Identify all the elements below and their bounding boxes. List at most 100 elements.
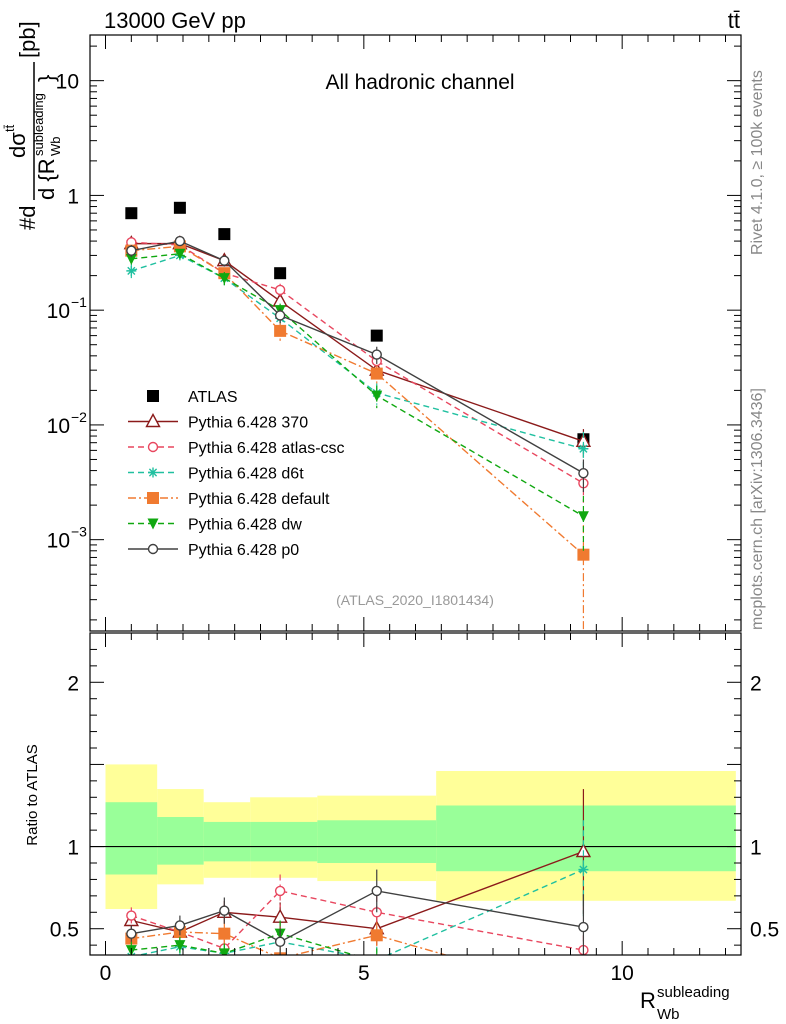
- y-tick-exponent: −2: [71, 409, 87, 425]
- ylabel-den-close: }: [34, 75, 59, 82]
- point-atlas: [125, 207, 138, 220]
- legend-marker: [148, 467, 158, 478]
- y-tick-exponent: −1: [71, 294, 87, 310]
- ratio-point-pythia-6-428-dw: [218, 948, 230, 955]
- ratio-y-tick-label: 2: [67, 672, 79, 695]
- point-pythia-6-428-dw: [174, 248, 186, 260]
- legend-marker: [147, 543, 159, 555]
- ratio-y-tick-label: 0.5: [50, 919, 79, 942]
- uncertainty-band-inner: [105, 802, 158, 875]
- rivet-label: Rivet 4.1.0, ≥ 100k events: [749, 70, 766, 255]
- point-atlas: [173, 201, 186, 214]
- legend-label: Pythia 6.428 370: [188, 415, 308, 432]
- line-pythia-6-428-default: [131, 245, 584, 556]
- legend-marker: [147, 518, 159, 530]
- y-tick-label: 10: [47, 530, 70, 553]
- point-atlas: [218, 228, 231, 241]
- ratio-y-tick-label-right: 1: [750, 837, 762, 860]
- xlabel-sup: subleading: [657, 984, 730, 1001]
- ratio-y-tick-label-right: 0.5: [750, 919, 779, 942]
- line-pythia-6-428-dw: [131, 253, 584, 517]
- legend-label: Pythia 6.428 atlas-csc: [188, 440, 345, 457]
- point-pythia-6-428-p0: [371, 349, 382, 360]
- point-pythia-6-428-atlas-csc: [274, 284, 286, 296]
- ratio-point-pythia-6-428-dw: [578, 971, 589, 982]
- ratio-point-pythia-6-428-d6t: [376, 954, 378, 955]
- ratio-point-pythia-6-428-dw: [371, 957, 382, 968]
- legend-item-pythia-6-428-p0: Pythia 6.428 p0: [128, 542, 299, 559]
- series-pythia-6-428-atlas-csc: [126, 237, 589, 503]
- ylabel-pre: #d: [15, 206, 40, 230]
- point-pythia-6-428-p0: [274, 310, 286, 321]
- legend-label: Pythia 6.428 d6t: [188, 466, 304, 483]
- y-tick-label: 10: [47, 300, 70, 323]
- ratio-line: [135, 868, 584, 955]
- ratio-point-pythia-6-428-dw: [174, 940, 186, 952]
- y-tick-label: 10: [56, 71, 79, 94]
- ratio-y-tick-label: 1: [67, 837, 79, 860]
- ratio-point-pythia-6-428-p0: [578, 921, 589, 933]
- x-tick-label: 0: [100, 962, 112, 985]
- ratio-point-pythia-6-428-default: [370, 929, 383, 942]
- main-ylabel: #d dσ tt̄ d {R Wb subleading } [pb]: [2, 21, 63, 230]
- y-tick-exponent: −3: [71, 524, 87, 540]
- series-atlas: [125, 201, 590, 446]
- ratio-line: [131, 890, 584, 951]
- ratio-point-pythia-6-428-d6t: [578, 864, 589, 875]
- legend-label: Pythia 6.428 dw: [188, 517, 302, 534]
- xlabel-main: R: [640, 988, 656, 1013]
- x-tick-label: 10: [610, 962, 633, 985]
- legend-marker: [145, 413, 161, 428]
- ratio-line: [131, 931, 449, 955]
- main-title: All hadronic channel: [325, 71, 514, 94]
- energy-label: 13000 GeV pp: [104, 8, 246, 33]
- ylabel-den-sup: subleading: [31, 93, 46, 156]
- ratio-point-pythia-6-428-p0: [126, 928, 137, 939]
- legend-label: Pythia 6.428 p0: [188, 542, 299, 559]
- y-tick-label: 1: [67, 185, 79, 208]
- point-pythia-6-428-dw: [218, 273, 230, 285]
- point-pythia-6-428-d6t: [126, 265, 137, 276]
- legend-item-pythia-6-428-atlas-csc: Pythia 6.428 atlas-csc: [128, 440, 345, 457]
- legend-label: ATLAS: [188, 389, 238, 406]
- point-pythia-6-428-d6t: [578, 443, 589, 454]
- point-pythia-6-428-dw: [125, 253, 137, 265]
- point-pythia-6-428-p0: [174, 235, 186, 247]
- ylabel-num: dσ: [5, 132, 30, 158]
- ratio-series-pythia-6-428-dw: [125, 920, 589, 982]
- legend-marker: [147, 390, 159, 402]
- ratio-series-pythia-6-428-p0: [126, 869, 589, 955]
- legend-item-pythia-6-428-default: Pythia 6.428 default: [128, 491, 330, 508]
- uncertainty-band-inner: [203, 821, 251, 862]
- line-pythia-6-428-370: [131, 242, 584, 442]
- point-atlas: [370, 329, 383, 342]
- xlabel-sub: Wb: [657, 1006, 680, 1023]
- point-pythia-6-428-default: [274, 324, 287, 337]
- ratio-line: [131, 932, 357, 955]
- legend: ATLAS Pythia 6.428 370 Pythia 6.428 atlas-…: [128, 389, 345, 559]
- point-pythia-6-428-dw: [371, 390, 383, 402]
- legend-item-pythia-6-428-d6t: Pythia 6.428 d6t: [128, 466, 304, 483]
- ratio-point-pythia-6-428-default: [218, 927, 231, 940]
- legend-marker: [147, 492, 159, 504]
- line-pythia-6-428-d6t: [131, 254, 584, 450]
- legend-item-pythia-6-428-370: Pythia 6.428 370: [128, 413, 308, 432]
- ylabel-unit: [pb]: [15, 21, 40, 58]
- point-pythia-6-428-default: [577, 548, 590, 561]
- legend-item-atlas: ATLAS: [147, 389, 238, 406]
- uncertainty-band-inner: [436, 805, 736, 872]
- ratio-point-pythia-6-428-p0: [274, 936, 286, 948]
- line-pythia-6-428-atlas-csc: [131, 241, 584, 484]
- ratio-point-pythia-6-428-p0: [219, 905, 230, 916]
- series-pythia-6-428-p0: [126, 235, 589, 493]
- analysis-label: (ATLAS_2020_I1801434): [336, 592, 494, 608]
- uncertainty-band-inner: [250, 821, 318, 862]
- process-label: tt̄: [728, 8, 740, 33]
- ratio-point-pythia-6-428-atlas-csc: [274, 885, 286, 897]
- uncertainty-band-inner: [157, 817, 204, 865]
- series-pythia-6-428-default: [125, 240, 590, 631]
- legend-marker: [147, 441, 159, 453]
- ratio-ylabel: Ratio to ATLAS: [24, 744, 41, 845]
